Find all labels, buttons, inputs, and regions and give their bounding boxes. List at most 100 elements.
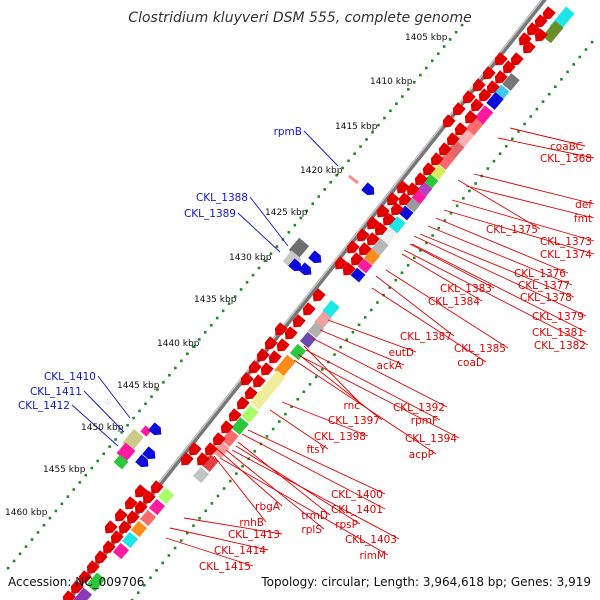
gc-tick-inner	[216, 494, 220, 498]
gene-label[interactable]: CKL_1379	[532, 311, 584, 323]
feature-block	[542, 20, 564, 44]
feature-block	[322, 300, 340, 318]
forward-gene-arrow	[526, 22, 540, 36]
ruler-tick-label: 1460 kbp	[5, 508, 48, 518]
gene-label[interactable]: ackA	[377, 360, 403, 372]
gene-label[interactable]: CKL_1400	[331, 489, 383, 501]
feature-block-outer	[113, 454, 129, 470]
gene-label[interactable]: rpmF	[411, 415, 438, 427]
leader-line	[311, 337, 448, 408]
feature-blocks	[72, 6, 575, 600]
gc-tick-inner	[474, 182, 477, 185]
gene-label[interactable]: CKL_1377	[518, 280, 570, 292]
gene-label[interactable]: CKL_1376	[514, 268, 566, 280]
gene-label[interactable]: CKL_1388	[196, 192, 248, 204]
gene-label[interactable]: fmt	[574, 213, 592, 225]
gene-label[interactable]: CKL_1394	[405, 433, 457, 445]
gene-label[interactable]: CKL_1397	[328, 415, 380, 427]
gene-label[interactable]: CKL_1392	[393, 402, 445, 414]
forward-gene-arrow	[118, 520, 132, 534]
gene-label[interactable]: CKL_1374	[540, 249, 592, 261]
gene-label[interactable]: CKL_1382	[534, 340, 586, 352]
gene-label[interactable]: rnhB	[239, 517, 264, 529]
forward-gene-arrow	[452, 102, 466, 116]
gc-tick-inner	[314, 375, 318, 379]
gene-label[interactable]: CKL_1381	[532, 327, 584, 339]
gc-tick-inner	[345, 338, 349, 341]
gene-label[interactable]: rimM	[359, 550, 386, 562]
gc-tick-outer	[424, 66, 428, 70]
feature-block	[121, 531, 139, 549]
forward-gene-arrow	[358, 242, 372, 256]
gc-tick-inner	[271, 427, 275, 431]
gene-label[interactable]: CKL_1375	[486, 224, 538, 236]
reverse-gene-arrow	[288, 258, 302, 272]
gene-label[interactable]: CKL_1403	[345, 534, 397, 546]
leader-line	[451, 199, 595, 242]
gene-label[interactable]: CKL_1385	[454, 343, 506, 355]
gc-tick-outer	[448, 38, 452, 41]
gene-label[interactable]: coaD	[457, 357, 484, 369]
ruler-tick-label: 1455 kbp	[43, 465, 86, 475]
leader-line	[419, 233, 575, 298]
forward-gene-arrow	[522, 40, 536, 54]
gene-label[interactable]: def	[575, 199, 592, 211]
forward-gene-arrow	[70, 580, 84, 594]
gene-label[interactable]: ftsY	[306, 444, 326, 456]
forward-gene-arrow	[212, 432, 226, 446]
forward-gene-arrow	[134, 484, 148, 498]
gene-label[interactable]: rbgA	[255, 501, 281, 513]
gene-label[interactable]: eutD	[389, 347, 414, 359]
gene-label[interactable]: CKL_1398	[314, 431, 366, 443]
forward-gene-arrow	[502, 60, 516, 74]
gene-label[interactable]: trmD	[301, 510, 328, 522]
feature-block	[72, 587, 92, 600]
gene-label[interactable]: rpmB	[274, 126, 302, 138]
gene-label[interactable]: rnc	[343, 400, 360, 412]
feature-block	[423, 173, 439, 189]
forward-gene-arrow	[302, 302, 316, 316]
gene-label[interactable]: rplS	[301, 524, 322, 536]
gene-label[interactable]: rpsP	[335, 519, 358, 531]
gc-tick-inner	[186, 531, 189, 535]
leader-line	[509, 127, 586, 147]
gc-tick-outer	[299, 216, 303, 220]
leader-line	[219, 457, 389, 556]
gc-tick-outer	[66, 495, 70, 498]
gc-tick-inner	[333, 353, 336, 356]
forward-gene-arrow	[382, 212, 396, 226]
leader-line	[247, 429, 386, 495]
gene-label[interactable]: CKL_1401	[331, 504, 383, 516]
gene-label[interactable]: CKL_1414	[214, 545, 266, 557]
forward-gene-arrow	[220, 420, 234, 434]
gene-label[interactable]: CKL_1411	[30, 386, 82, 398]
gc-tick-outer	[275, 245, 279, 248]
gene-label[interactable]: CKL_1413	[228, 529, 280, 541]
gene-label[interactable]: CKL_1415	[199, 561, 251, 573]
gc-tick-outer	[191, 345, 195, 348]
gene-label[interactable]: CKL_1368	[540, 153, 592, 165]
gc-tick-inner	[173, 546, 177, 550]
leader-line	[281, 401, 369, 437]
forward-gene-arrow	[510, 52, 524, 66]
gene-label[interactable]: CKL_1389	[184, 208, 236, 220]
gene-label[interactable]: CKL_1373	[540, 236, 592, 248]
gene-label[interactable]: CKL_1384	[428, 296, 480, 308]
forward-gene-arrow	[470, 98, 484, 112]
gene-label[interactable]: CKL_1378	[520, 292, 572, 304]
ruler-tick-label: 1435 kbp	[194, 295, 237, 305]
gene-label[interactable]: acpP	[409, 449, 434, 461]
gc-tick-inner	[425, 241, 428, 245]
gene-label[interactable]: CKL_1412	[18, 400, 70, 412]
gc-tick-outer	[371, 130, 374, 134]
leader-line	[241, 433, 386, 510]
forward-gene-arrow	[390, 202, 404, 216]
leader-line	[169, 527, 269, 551]
gc-tick-inner	[541, 100, 545, 103]
feature-block	[445, 140, 465, 160]
gene-label[interactable]: CKL_1383	[440, 283, 492, 295]
gene-label[interactable]: CKL_1410	[44, 371, 96, 383]
gene-label[interactable]: coaBC	[550, 141, 583, 153]
gene-label[interactable]: CKL_1387	[400, 331, 452, 343]
